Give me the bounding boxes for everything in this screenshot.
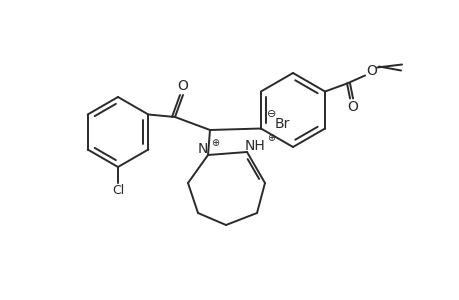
Text: O: O — [177, 79, 188, 93]
Text: Br: Br — [274, 117, 290, 131]
Text: ⊖: ⊖ — [267, 109, 276, 119]
Text: O: O — [347, 100, 358, 113]
Text: NH: NH — [244, 139, 265, 153]
Text: ⊕: ⊕ — [266, 133, 274, 143]
Text: ⊕: ⊕ — [211, 138, 218, 148]
Text: N: N — [197, 142, 208, 156]
Text: Cl: Cl — [112, 184, 124, 197]
Text: O: O — [366, 64, 377, 77]
